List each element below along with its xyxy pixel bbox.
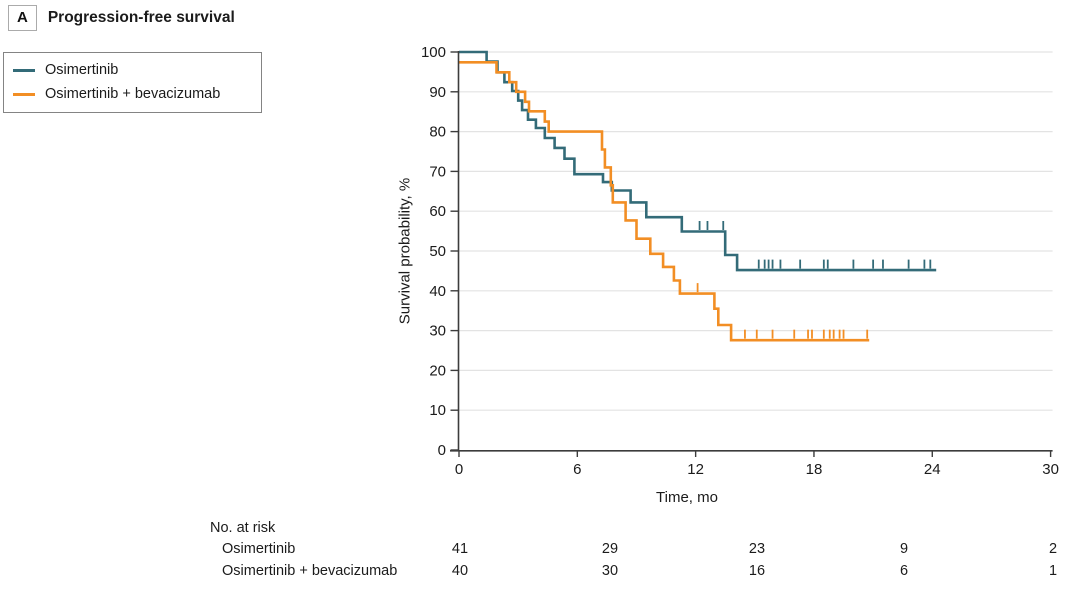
svg-text:80: 80 [429,124,446,141]
risk-count: 2 [1048,541,1058,557]
svg-text:0: 0 [438,442,446,459]
risk-count: 16 [748,563,766,579]
panel-title: Progression-free survival [47,9,235,26]
risk-count: 1 [1048,563,1058,579]
svg-text:30: 30 [429,323,446,340]
svg-text:0: 0 [455,461,463,478]
gridlines [459,51,1053,411]
legend-item-osimertinib-bevacizumab: Osimertinib + bevacizumab [13,86,253,102]
risk-row-label-osimertinib: Osimertinib [222,541,296,557]
svg-text:12: 12 [687,461,704,478]
risk-row-label-osimertinib-bevacizumab: Osimertinib + bevacizumab [222,563,398,579]
svg-text:100: 100 [421,44,446,61]
legend-label: Osimertinib [45,62,119,78]
svg-text:24: 24 [924,461,941,478]
censor-ticks-osimertinib-bevacizumab [696,283,869,339]
risk-count: 6 [899,563,909,579]
legend-label: Osimertinib + bevacizumab [45,86,221,102]
svg-text:10: 10 [429,402,446,419]
risk-count: 40 [451,563,469,579]
svg-text:30: 30 [1042,461,1059,478]
survival-curve-osimertinib-bevacizumab [459,61,870,342]
svg-text:50: 50 [429,243,446,260]
risk-table-header: No. at risk [210,520,276,536]
svg-text:6: 6 [573,461,581,478]
x-tick-labels: 0 6 12 18 24 30 [455,461,1059,478]
osimertinib-bevacizumab-line-swatch [13,92,35,96]
osimertinib-line-swatch [13,68,35,72]
svg-text:90: 90 [429,84,446,101]
panel-letter-badge: A [8,5,37,31]
censor-ticks-osimertinib [698,220,932,269]
risk-count: 9 [899,541,909,557]
y-axis-title: Survival probability, % [396,177,414,325]
legend-item-osimertinib: Osimertinib [13,62,253,78]
svg-text:60: 60 [429,203,446,220]
risk-count: 29 [601,541,619,557]
x-axis-title: Time, mo [656,489,718,506]
y-tick-labels: 0 10 20 30 40 50 60 70 80 90 100 [421,44,446,459]
svg-text:20: 20 [429,362,446,379]
panel-header: A Progression-free survival [8,5,235,31]
risk-count: 23 [748,541,766,557]
risk-count: 41 [451,541,469,557]
risk-count: 30 [601,563,619,579]
axes [450,51,1053,457]
svg-text:70: 70 [429,163,446,180]
svg-text:40: 40 [429,283,446,300]
svg-text:18: 18 [806,461,823,478]
survival-curve-osimertinib [459,50,937,272]
legend-box: Osimertinib Osimertinib + bevacizumab [3,52,262,113]
